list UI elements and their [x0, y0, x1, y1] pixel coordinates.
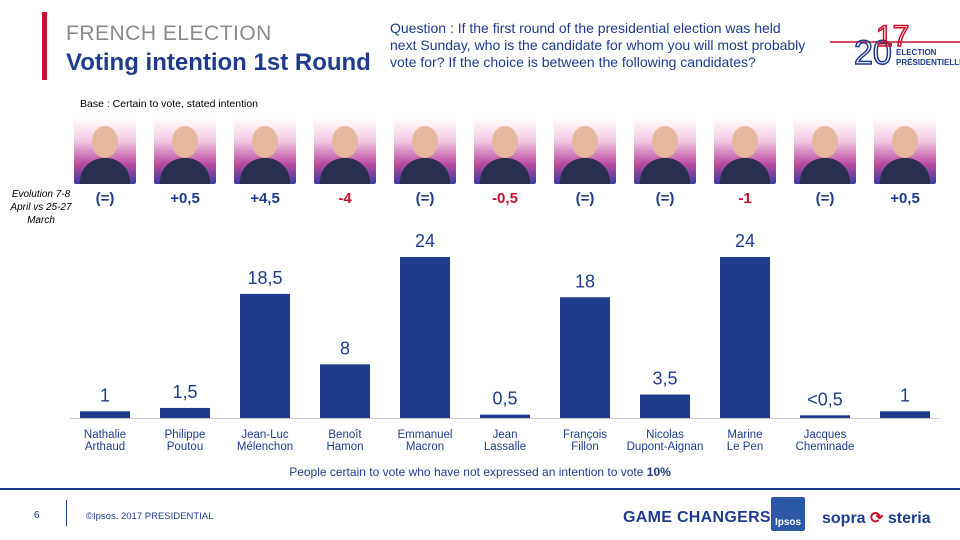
category-label: Benoît	[328, 429, 362, 441]
base-note: Base : Certain to vote, stated intention	[80, 98, 259, 110]
candidate-photo	[874, 118, 936, 184]
category-label: Fillon	[571, 441, 598, 453]
election-2017-logo: 20 17 ELECTION PRÉSIDENTIELLE	[830, 19, 960, 73]
category-label: Le Pen	[727, 441, 763, 453]
evolution-value: (=)	[815, 190, 835, 207]
ipsos-logo-text: Ipsos	[774, 517, 802, 528]
footer-separator	[66, 500, 67, 526]
category-label: Philippe	[165, 429, 206, 441]
bar	[640, 394, 690, 418]
category-label: Macron	[406, 441, 444, 453]
bar-value-label: 24	[735, 231, 755, 251]
category-label: Jean-Luc	[241, 429, 289, 441]
evolution-value: -4	[338, 190, 352, 207]
evolution-value: +4,5	[250, 190, 280, 207]
evolution-value: (=)	[575, 190, 595, 207]
footnote: People certain to vote who have not expr…	[0, 465, 960, 479]
evolution-value: (=)	[655, 190, 675, 207]
candidate-photo	[74, 118, 136, 184]
candidate-photo	[474, 118, 536, 184]
category-label: Jacques	[804, 429, 847, 441]
evolution-value: (=)	[415, 190, 435, 207]
bar	[720, 257, 770, 418]
evolution-value: +0,5	[170, 190, 200, 207]
logo-line1: ELECTION	[896, 48, 937, 57]
bar-value-label: 18	[575, 271, 595, 291]
page-number: 6	[34, 510, 40, 521]
category-label: Marine	[727, 429, 762, 441]
candidate-photo	[634, 118, 696, 184]
sup-title: FRENCH ELECTION	[66, 22, 272, 45]
candidate-photo	[794, 118, 856, 184]
category-label: Mélenchon	[237, 441, 293, 453]
category-label: Hamon	[326, 441, 363, 453]
category-label: Cheminade	[796, 441, 855, 453]
footnote-text: People certain to vote who have not expr…	[289, 465, 647, 479]
category-label: Jean	[493, 429, 518, 441]
sopra-steria-icon: ⟳	[870, 510, 884, 527]
bar-value-label: 18,5	[247, 268, 282, 288]
steria-text: steria	[887, 510, 931, 527]
sopra-text: sopra	[822, 510, 866, 527]
footnote-value: 10%	[646, 465, 671, 479]
logo-year-part1: 20	[854, 34, 892, 72]
bar	[240, 293, 290, 418]
evolution-value: -1	[738, 190, 752, 207]
candidate-photo	[154, 118, 216, 184]
candidate-photo	[714, 118, 776, 184]
candidate-photo	[394, 118, 456, 184]
footer-divider	[0, 488, 960, 490]
bar-value-label: 24	[415, 231, 435, 251]
game-changers-logo: GAME CHANGERS	[623, 509, 771, 526]
bar-value-label: 0,5	[492, 389, 517, 409]
category-label: Nicolas	[646, 429, 684, 441]
category-label: Nathalie	[84, 429, 126, 441]
bar	[320, 364, 370, 418]
bar-value-label: <0,5	[807, 389, 843, 409]
bar	[400, 257, 450, 418]
logo-line2: PRÉSIDENTIELLE	[896, 58, 960, 67]
bar-value-label: 1	[900, 385, 910, 405]
title-accent-bar	[42, 12, 47, 80]
category-label: Arthaud	[85, 441, 125, 453]
bar-value-label: 8	[340, 338, 350, 358]
bar	[560, 297, 610, 418]
ipsos-logo: Ipsos	[771, 497, 805, 531]
evolution-label: Evolution 7-8 April vs 25-27 March	[10, 189, 72, 226]
bar	[800, 415, 850, 418]
category-label: Lassalle	[484, 441, 526, 453]
sopra-steria-logo: sopra ⟳ steria	[822, 508, 931, 528]
category-label: François	[563, 429, 607, 441]
category-label: Emmanuel	[398, 429, 453, 441]
category-label: Poutou	[167, 441, 203, 453]
candidate-photo	[554, 118, 616, 184]
copyright: ©Ipsos. 2017 PRESIDENTIAL	[86, 511, 214, 522]
category-label: Dupont-Aignan	[627, 441, 704, 453]
candidate-photo	[234, 118, 296, 184]
candidate-photo	[314, 118, 376, 184]
bar-value-label: 3,5	[652, 369, 677, 389]
bar	[480, 414, 530, 418]
bar	[160, 407, 210, 418]
survey-question: Question : If the first round of the pre…	[390, 20, 806, 70]
page-title: Voting intention 1st Round	[66, 49, 371, 76]
evolution-value: -0,5	[492, 190, 518, 207]
bar-value-label: 1,5	[172, 382, 197, 402]
bar-value-label: 1	[100, 385, 110, 405]
bar	[80, 411, 130, 418]
evolution-value: (=)	[95, 190, 115, 207]
logo-year-part2: 17	[876, 20, 909, 53]
evolution-value: +0,5	[890, 190, 920, 207]
bar	[880, 411, 930, 418]
